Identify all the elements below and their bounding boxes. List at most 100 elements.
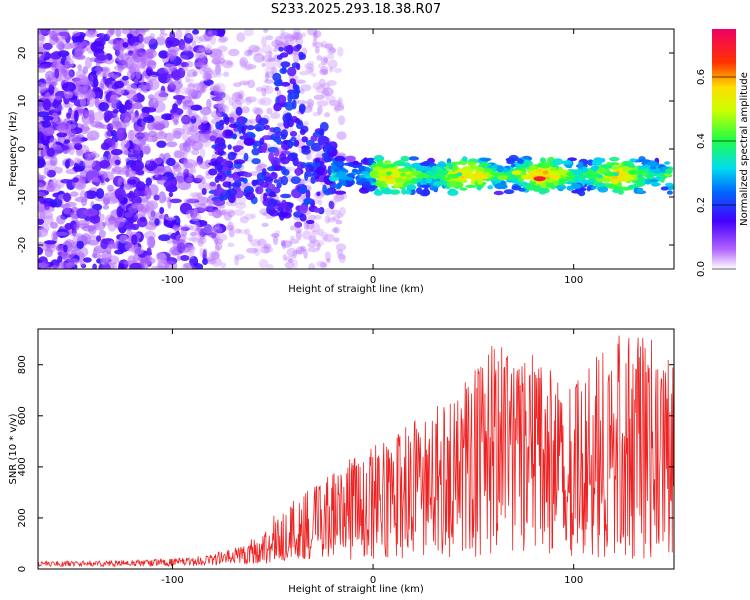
spectrogram-cell [603, 171, 616, 177]
spectrogram-y-tick-label: 20 [17, 47, 28, 60]
spectrogram-cell [71, 136, 83, 145]
spectrogram-cell [215, 209, 226, 216]
spectrogram-cell [310, 176, 316, 184]
spectrogram-cell [339, 206, 346, 216]
spectrogram-cell [234, 146, 241, 152]
spectrogram-cell [176, 255, 182, 261]
spectrogram-cell [333, 105, 345, 112]
spectrogram-cell [226, 208, 236, 214]
spectrogram-cell [184, 87, 194, 95]
spectrogram-cell [299, 245, 307, 252]
spectrogram-cell [312, 239, 325, 247]
spectrogram-cell [116, 206, 123, 218]
spectrogram-cell [193, 208, 198, 214]
spectrogram-cell [111, 129, 117, 137]
spectrogram-cell [156, 140, 167, 148]
spectrogram-cell [65, 159, 70, 169]
spectrogram-cell [219, 192, 224, 202]
spectrogram-cell [214, 164, 224, 171]
spectrogram-cell [180, 116, 189, 123]
spectrogram-cell [70, 191, 79, 197]
spectrogram-cell [261, 87, 267, 97]
spectrogram-cell [118, 263, 125, 269]
spectrogram-cell [175, 86, 181, 96]
spectrogram-cell [148, 97, 159, 110]
spectrogram-cell [503, 189, 515, 195]
colorbar-title: Normalized spectral amplitude [739, 72, 750, 226]
spectrogram-cell [188, 251, 195, 260]
spectrogram-cell [244, 96, 253, 105]
spectrogram-cell [116, 60, 129, 69]
spectrogram-cell [194, 51, 199, 61]
spectrogram-cell [378, 177, 387, 182]
spectrogram-cell [146, 236, 156, 248]
spectrogram-cell [295, 168, 302, 177]
spectrogram-cell [187, 237, 199, 242]
spectrogram-cell [63, 192, 71, 203]
spectrogram-cell [321, 40, 328, 49]
spectrogram-cell [273, 102, 282, 112]
spectrogram-cell [327, 165, 333, 176]
spectrogram-cell [373, 190, 383, 196]
spectrogram-cell [242, 82, 248, 87]
spectrogram-cell [542, 170, 549, 175]
spectrogram-cell [195, 196, 209, 206]
spectrogram-cell [213, 82, 226, 93]
spectrogram-cell [221, 208, 228, 216]
spectrogram-cell [262, 143, 267, 153]
snr-plot-area [38, 329, 674, 569]
spectrogram-cell [177, 167, 189, 173]
spectrogram-cell [299, 204, 308, 214]
spectrogram-cell [597, 186, 609, 193]
spectrogram-cell [299, 213, 307, 222]
spectrogram-cell [321, 43, 333, 49]
spectrogram-cell [189, 164, 196, 173]
spectrogram-cell [229, 116, 235, 124]
spectrogram-cell [284, 101, 295, 111]
spectrogram-cell [129, 262, 143, 269]
spectrogram-cell [261, 55, 273, 63]
spectrogram-cell [58, 121, 67, 126]
spectrogram-cell [293, 84, 300, 93]
spectrogram-cell [184, 198, 196, 204]
spectrogram-cell [366, 185, 376, 192]
spectrogram-cell [459, 187, 468, 191]
spectrogram-cell [333, 104, 340, 114]
spectrogram-cell [217, 37, 227, 44]
spectrogram-cell [185, 78, 195, 83]
spectrogram-cell [263, 245, 270, 254]
spectrogram-cell [182, 140, 191, 153]
spectrogram-cell [264, 71, 269, 82]
spectrogram-cell [493, 190, 504, 196]
spectrogram-cell [205, 47, 211, 55]
spectrogram-cell [477, 178, 484, 185]
spectrogram-cell [181, 264, 189, 269]
spectrogram-cell [305, 67, 315, 73]
spectrogram-cell [204, 70, 214, 76]
spectrogram-cell [180, 243, 193, 252]
spectrogram-cell [54, 68, 60, 79]
spectrogram-cell [202, 224, 214, 234]
spectrogram-cell [476, 185, 482, 191]
colorbar-tick-label: 0.2 [696, 197, 707, 213]
spectrogram-cell [439, 169, 448, 176]
spectrogram-cell [38, 156, 46, 168]
spectrogram-cell [557, 169, 570, 175]
spectrogram-cell [211, 58, 222, 65]
spectrogram-cell [42, 145, 47, 157]
spectrogram-cell [49, 221, 59, 229]
spectrogram-cell [262, 211, 268, 217]
spectrogram-cell [429, 186, 439, 191]
spectrogram-cell [538, 188, 547, 195]
spectrogram-cell [96, 235, 102, 242]
spectrogram-cell [91, 253, 102, 259]
spectrogram-cell [144, 107, 157, 113]
spectrogram-cell [597, 167, 606, 174]
spectrogram-cell [208, 250, 218, 259]
spectrogram-cell [180, 43, 193, 53]
spectrogram-cell [313, 207, 323, 213]
spectrogram-cell [73, 110, 79, 123]
spectrogram-cell [583, 167, 588, 174]
spectrogram-cell [325, 43, 334, 51]
spectrogram-cell [193, 136, 205, 145]
